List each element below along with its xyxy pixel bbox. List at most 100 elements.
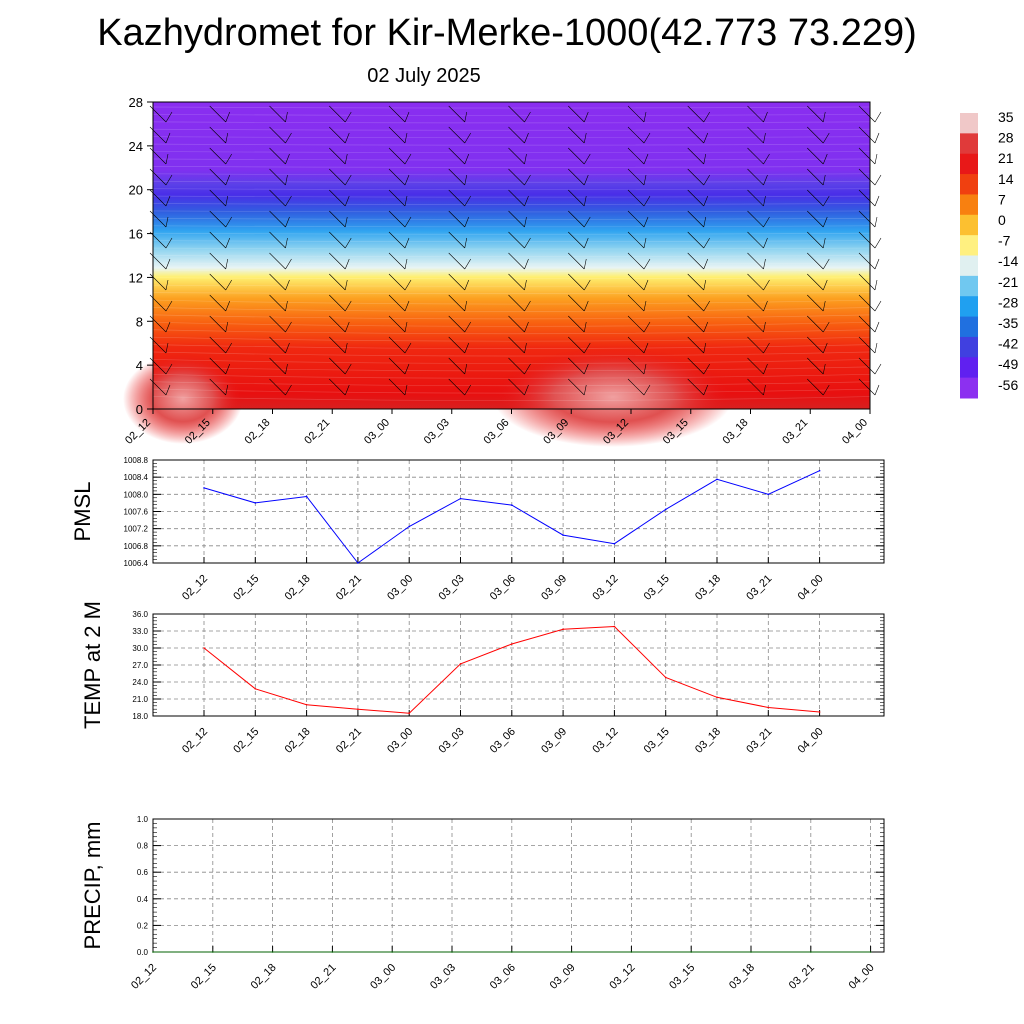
wind-barb-icon xyxy=(858,315,880,333)
wind-barb-icon xyxy=(209,231,231,249)
x-tick-label: 02_21 xyxy=(334,573,364,603)
wind-barb-icon xyxy=(687,336,707,354)
wind-barb-icon xyxy=(627,336,649,354)
wind-barb-icon xyxy=(209,273,233,291)
wind-barb-icon xyxy=(209,378,229,396)
wind-barb-icon xyxy=(508,147,527,165)
y-tick-label: 28 xyxy=(129,95,143,110)
x-tick-label: 02_21 xyxy=(308,962,338,992)
wind-barb-icon xyxy=(568,294,589,312)
heatmap-contour xyxy=(152,247,871,250)
x-tick-label: 04_00 xyxy=(796,573,826,603)
wind-barb-icon xyxy=(747,252,766,270)
precip-data-point xyxy=(810,951,812,953)
wind-barb-icon xyxy=(687,105,711,123)
x-tick-label: 03_09 xyxy=(548,962,578,992)
wind-barb-icon xyxy=(329,357,352,375)
wind-barb-icon xyxy=(329,378,350,396)
y-tick-label: 18.0 xyxy=(132,712,148,721)
wind-barb-icon xyxy=(627,210,649,228)
wind-barb-icon xyxy=(807,336,828,354)
wind-barb-icon xyxy=(568,168,589,186)
heatmap-warm-spot xyxy=(493,347,733,447)
colorbar-swatch xyxy=(960,133,978,155)
y-tick-label: 0.4 xyxy=(137,895,149,904)
wind-barb-icon xyxy=(747,336,770,354)
wind-barb-icon xyxy=(508,336,527,354)
x-tick-label: 04_00 xyxy=(840,417,870,447)
precip-data-point xyxy=(570,951,573,953)
wind-barb-icon xyxy=(448,189,472,207)
wind-barb-icon xyxy=(269,126,292,144)
wind-barb-icon xyxy=(508,273,527,291)
x-tick-label: 03_12 xyxy=(607,962,637,992)
y-tick-label: 20 xyxy=(129,183,143,198)
x-tick-label: 03_18 xyxy=(727,962,757,992)
heatmap-contour xyxy=(152,151,871,153)
plot-frame xyxy=(152,613,885,717)
wind-barb-icon xyxy=(858,126,880,144)
heatmap-contour xyxy=(152,299,871,305)
pmsl-data-point xyxy=(664,508,667,511)
x-tick-label: 04_00 xyxy=(796,726,826,756)
wind-barb-icon xyxy=(627,105,647,123)
x-tick-label: 02_18 xyxy=(249,962,279,992)
heatmap-contour xyxy=(152,366,871,372)
wind-barb-icon xyxy=(448,147,470,165)
precip-data-point xyxy=(271,951,274,953)
wind-barb-icon xyxy=(269,105,288,123)
wind-barb-icon xyxy=(508,357,531,375)
wind-barb-icon xyxy=(687,357,711,375)
wind-barb-icon xyxy=(568,189,587,207)
wind-barb-icon xyxy=(568,357,589,375)
wind-barb-icon xyxy=(269,273,290,291)
wind-barb-icon xyxy=(209,336,233,354)
x-tick-label: 03_06 xyxy=(488,726,518,756)
heatmap-contour xyxy=(152,166,871,168)
wind-barb-icon xyxy=(747,357,768,375)
heatmap-contour xyxy=(152,381,871,387)
wind-barb-icon xyxy=(858,231,882,249)
wind-barb-icon xyxy=(858,105,882,123)
y-tick-label: 12 xyxy=(129,270,143,285)
wind-barb-icon xyxy=(329,189,350,207)
wind-barb-icon xyxy=(448,168,468,186)
y-tick-label: 0.8 xyxy=(137,842,149,851)
wind-barb-icon xyxy=(448,273,470,291)
wind-barb-icon xyxy=(388,315,408,333)
wind-barb-icon xyxy=(209,315,229,333)
precip-data-point xyxy=(750,951,752,953)
wind-barb-icon xyxy=(448,105,468,123)
wind-barb-icon xyxy=(209,189,229,207)
wind-barb-icon xyxy=(508,126,529,144)
wind-barb-icon xyxy=(627,189,651,207)
y-tick-label: 27.0 xyxy=(132,661,148,670)
y-tick-label: 1008.0 xyxy=(124,490,149,499)
x-tick-label: 02_18 xyxy=(283,573,313,603)
x-tick-label: 03_21 xyxy=(744,573,774,603)
colorbar-label: -56 xyxy=(998,377,1018,393)
x-tick-label: 03_15 xyxy=(642,573,672,603)
pmsl-data-point xyxy=(716,478,718,481)
wind-barb-icon xyxy=(209,105,231,123)
heatmap-contour xyxy=(152,255,871,257)
wind-barb-icon xyxy=(209,210,233,228)
wind-barb-icon xyxy=(448,210,470,228)
x-tick-label: 03_00 xyxy=(385,726,415,756)
wind-barb-icon xyxy=(627,294,647,312)
x-tick-label: 02_21 xyxy=(334,726,364,756)
heatmap-contour xyxy=(152,106,871,109)
wind-barb-icon xyxy=(388,168,410,186)
heatmap-field xyxy=(153,102,870,409)
wind-barb-icon xyxy=(329,231,352,249)
wind-barb-icon xyxy=(388,294,410,312)
pmsl-data-point xyxy=(254,502,257,504)
wind-barb-icon xyxy=(858,336,878,354)
wind-barb-icon xyxy=(568,336,591,354)
x-tick-label: 03_00 xyxy=(368,962,398,992)
x-tick-label: 02_18 xyxy=(283,726,313,756)
heatmap-contour xyxy=(152,158,871,161)
colorbar-swatch xyxy=(960,336,978,358)
wind-barb-icon xyxy=(627,252,651,270)
heatmap-contour xyxy=(152,121,871,124)
